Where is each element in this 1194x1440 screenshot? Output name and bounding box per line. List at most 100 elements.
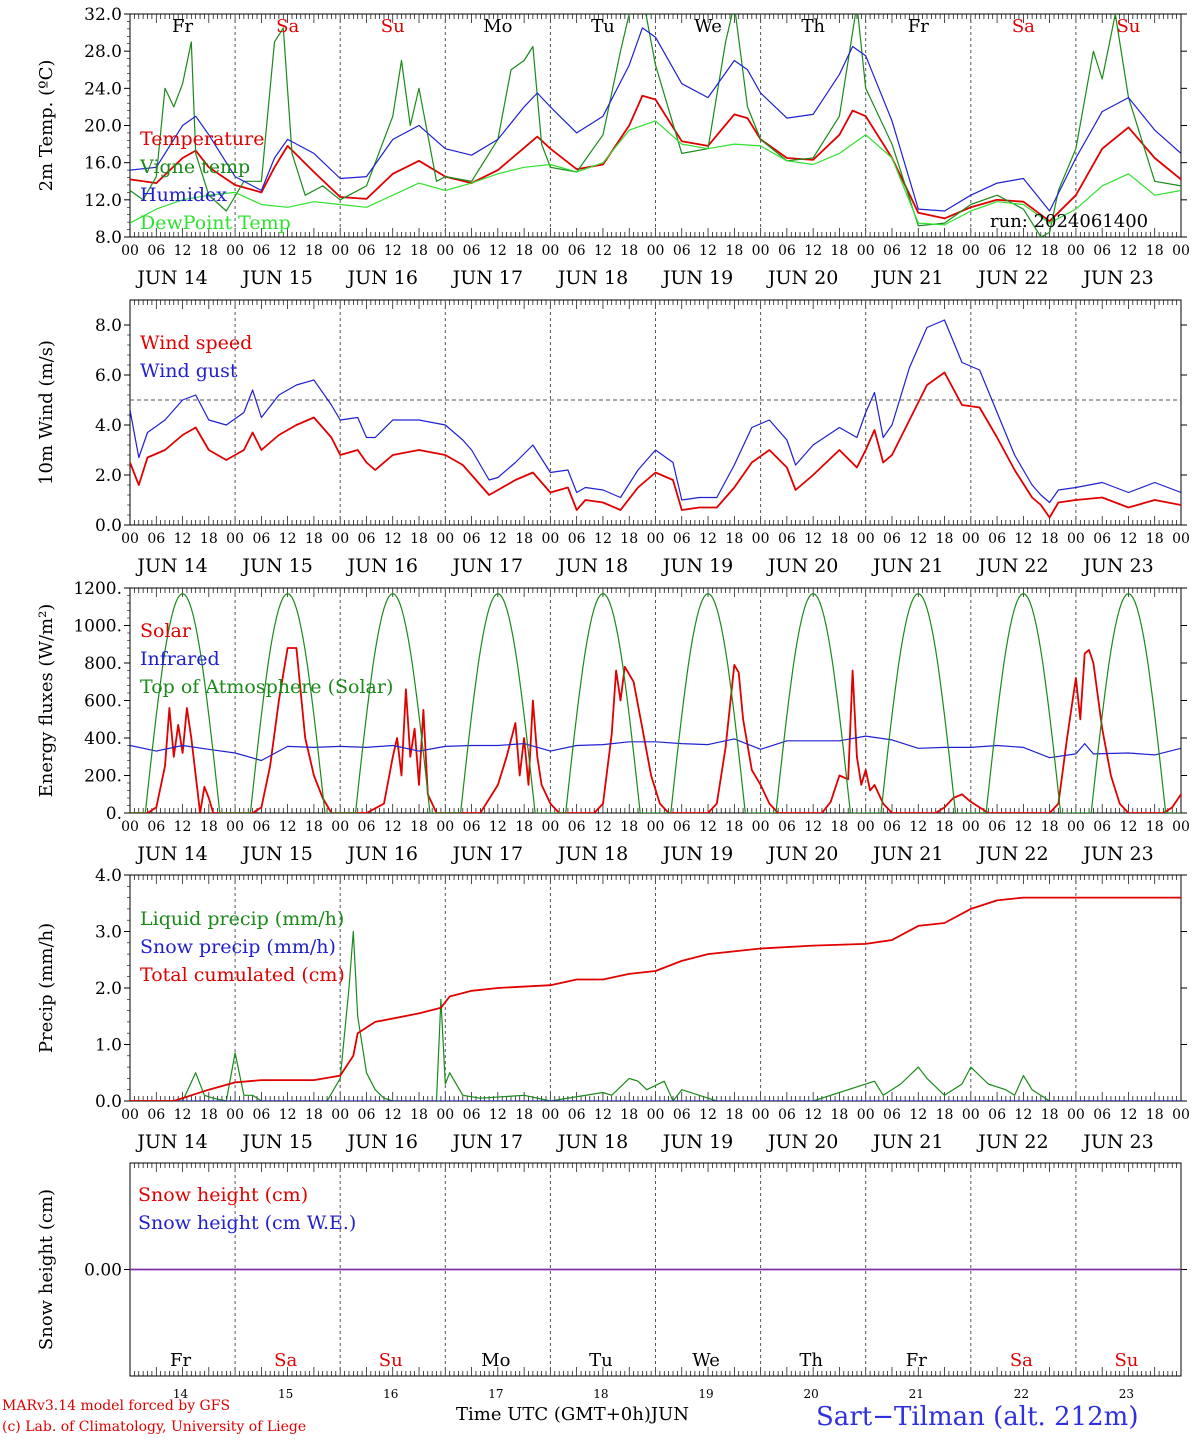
hour-label: 12 [384,243,402,259]
date-label: JUN 17 [451,555,523,577]
plot-area [130,319,1181,519]
hour-label: 18 [515,1107,533,1123]
copyright-credit: (c) Lab. of Climatology, University of L… [2,1419,307,1435]
date-label: JUN 16 [346,267,418,289]
hour-label: 12 [909,1107,927,1123]
date-label: JUN 21 [871,555,943,577]
hour-label: 12 [909,819,927,835]
hour-label: 06 [883,531,901,547]
hour-label: 18 [1041,243,1059,259]
hour-label: 12 [804,531,822,547]
hour-label: 00 [226,531,244,547]
hour-label: 06 [988,243,1006,259]
panel-4: 0.0 1.0 2.0 3.0 4.0 Precip (mm/h) Liquid preci… [36,866,1190,1153]
hour-label: 12 [384,1107,402,1123]
hour-label: 12 [594,1107,612,1123]
date-label: JUN 22 [976,843,1048,865]
hour-label: 06 [778,531,796,547]
date-label: JUN 20 [766,267,838,289]
hour-label: 00 [647,819,665,835]
date-label: JUN 21 [871,843,943,865]
hour-label: 00 [857,819,875,835]
hour-label: 00 [962,819,980,835]
y-tick-label: 3.0 [95,923,122,943]
hour-label: 18 [410,531,428,547]
y-axis-title: 10m Wind (m/s) [36,340,57,485]
hour-label: 12 [1014,243,1032,259]
legend-item: Total cumulated (cm) [140,964,345,986]
hour-label: 06 [883,819,901,835]
date-label: JUN 19 [661,843,733,865]
y-tick-label: 600. [84,692,122,712]
date-label: JUN 17 [451,267,523,289]
y-tick-label: 0.0 [95,1092,122,1112]
hour-label: 00 [962,243,980,259]
hour-label: 06 [988,819,1006,835]
day-number: 21 [909,1387,924,1401]
hour-label: 06 [568,819,586,835]
hour-label: 00 [226,1107,244,1123]
hour-label: 18 [410,243,428,259]
day-number: 20 [804,1387,819,1401]
hour-label: 18 [620,531,638,547]
y-tick-label: 8.0 [95,228,122,248]
hour-label: 12 [594,531,612,547]
legend-item: Vigne temp [139,156,250,178]
hour-label: 18 [620,243,638,259]
weekday-label: Mo [483,16,512,37]
hour-label: 18 [936,243,954,259]
weekday-label: Su [381,16,405,37]
hour-label: 18 [936,531,954,547]
date-label: JUN 18 [556,843,628,865]
day-number: 15 [278,1387,293,1401]
y-tick-label: 16.0 [84,154,122,174]
hour-label: 12 [594,243,612,259]
panel-3: 0. 200. 400. 600. 800. 1000. 1200. Energy fluxe… [36,579,1190,865]
hour-label: 06 [1093,1107,1111,1123]
hour-label: 00 [331,819,349,835]
hour-label: 18 [305,243,323,259]
hour-label: 00 [121,819,139,835]
hour-label: 06 [463,243,481,259]
date-label: JUN 14 [135,843,207,865]
y-tick-label: 200. [84,767,122,787]
hour-label: 00 [962,1107,980,1123]
date-label: JUN 23 [1081,555,1153,577]
y-tick-label: 1.0 [95,1036,122,1056]
hour-label: 12 [489,531,507,547]
hour-label: 06 [673,1107,691,1123]
hour-label: 12 [279,1107,297,1123]
hour-label: 00 [541,819,559,835]
date-label: JUN 19 [661,1131,733,1153]
hour-label: 12 [489,243,507,259]
date-label: JUN 15 [240,843,312,865]
date-label: JUN 18 [556,555,628,577]
hour-label: 18 [200,819,218,835]
date-label: JUN 23 [1081,843,1153,865]
y-tick-label: 8.0 [95,316,122,336]
date-label: JUN 20 [766,555,838,577]
weekday-label: Sa [276,16,299,37]
hour-label: 12 [804,243,822,259]
hour-label: 00 [752,243,770,259]
date-label: JUN 17 [451,1131,523,1153]
hour-label: 00 [121,243,139,259]
date-label: JUN 21 [871,1131,943,1153]
weekday-label: Fr [908,16,929,37]
weekday-label: Tu [589,1350,613,1371]
series-solar [130,647,1181,813]
y-axis-title: 2m Temp. (ºC) [36,60,57,192]
series-vigne-temp [130,14,1181,237]
hour-label: 00 [541,1107,559,1123]
plot-area [130,593,1181,813]
date-label: JUN 22 [976,555,1048,577]
hour-label: 06 [463,1107,481,1123]
date-label: JUN 14 [135,267,207,289]
hour-label: 18 [515,819,533,835]
hour-label: 18 [305,1107,323,1123]
panel-frame [129,587,1182,814]
hour-label: 00 [1172,243,1190,259]
hour-label: 12 [174,531,192,547]
weekday-label: Su [1114,1350,1138,1371]
series-wind-speed [130,371,1181,519]
